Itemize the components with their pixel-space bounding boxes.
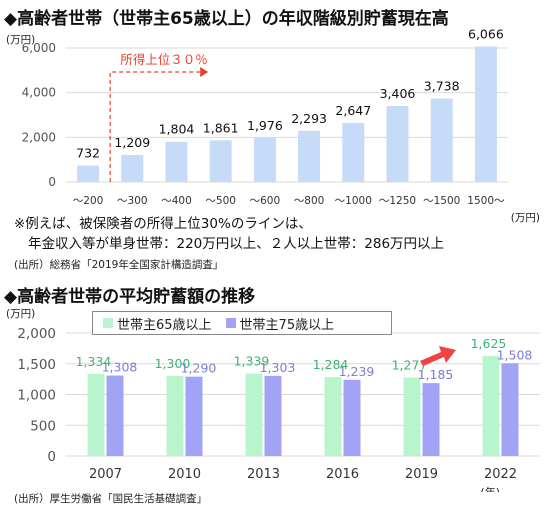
chart1-value-label: 1,209 bbox=[114, 135, 150, 150]
chart1-xtick-label: ～1500 bbox=[423, 195, 460, 207]
chart1-ytick-label: 4,000 bbox=[22, 86, 56, 100]
chart1-value-label: 3,406 bbox=[380, 86, 416, 101]
legend-label-75: 世帯主75歳以上 bbox=[239, 317, 335, 333]
chart1-xtick-label: ～200 bbox=[73, 195, 104, 207]
chart2-bar-series1 bbox=[482, 356, 500, 456]
chart2-xtick-label: 2010 bbox=[168, 467, 201, 482]
chart2-bar-series2 bbox=[106, 375, 124, 456]
note-line-2: 年金収入等が単身世帯：220万円以上、２人以上世帯：286万円以上 bbox=[28, 236, 445, 252]
chart1-xunit: (万円) bbox=[511, 212, 540, 224]
chart1-xtick-label: 1500～ bbox=[467, 195, 505, 207]
legend-item-75: 世帯主75歳以上 bbox=[225, 314, 335, 333]
chart2-value-label-series2: 1,303 bbox=[260, 360, 296, 375]
chart2-value-label-series1: 1,339 bbox=[234, 354, 270, 369]
chart1-bar bbox=[253, 137, 276, 182]
chart1-bar bbox=[77, 165, 100, 182]
chart1-value-label: 6,066 bbox=[468, 27, 504, 42]
source-1: (出所）総務省「2019年全国家計構造調査」 bbox=[14, 259, 224, 271]
chart1-annotation: 所得上位３０％ bbox=[120, 52, 208, 67]
chart1-bar bbox=[474, 46, 497, 182]
chart2-bar-series1 bbox=[245, 373, 263, 456]
chart2-value-label-series1: 1,300 bbox=[155, 356, 191, 371]
chart2-bar-series2 bbox=[422, 383, 440, 456]
chart1-xtick-label: ～500 bbox=[205, 195, 236, 207]
chart2-value-label-series2: 1,308 bbox=[102, 360, 138, 375]
chart1-value-label: 2,293 bbox=[291, 111, 327, 126]
chart2-value-label-series1: 1,625 bbox=[471, 336, 507, 351]
chart1-value-label: 1,804 bbox=[159, 122, 195, 137]
chart1-ytick-label: 2,000 bbox=[22, 130, 56, 144]
chart1-xtick-label: ～1250 bbox=[379, 195, 416, 207]
chart2-bar-series2 bbox=[501, 363, 519, 456]
chart1-value-label: 1,976 bbox=[247, 118, 283, 133]
chart2-value-label-series2: 1,290 bbox=[181, 361, 217, 376]
chart2-xtick-label: 2022 bbox=[484, 467, 517, 482]
chart2-value-label-series1: 1,284 bbox=[313, 357, 349, 372]
chart1-xtick-label: ～400 bbox=[161, 195, 192, 207]
chart1-ytick-label: 6,000 bbox=[22, 41, 56, 55]
chart2-ytick-label: 2,000 bbox=[17, 326, 56, 342]
chart2-bar-series1 bbox=[166, 376, 184, 456]
chart2-xunit: (年) bbox=[480, 485, 500, 492]
chart2-bar-series2 bbox=[185, 376, 203, 456]
chart1-bar bbox=[298, 130, 321, 182]
chart2-bar-series2 bbox=[264, 375, 282, 456]
chart2-xtick-label: 2019 bbox=[405, 467, 438, 482]
chart1-value-label: 732 bbox=[76, 146, 100, 161]
chart1-xtick-label: ～1000 bbox=[335, 195, 372, 207]
chart1-bar bbox=[165, 141, 188, 182]
legend-swatch-65 bbox=[103, 318, 113, 328]
chart2-xtick-label: 2013 bbox=[247, 467, 280, 482]
chart1-bar bbox=[209, 140, 232, 182]
legend-label-65: 世帯主65歳以上 bbox=[117, 317, 212, 333]
chart1-bar bbox=[342, 122, 365, 182]
chart2-legend: 世帯主65歳以上 世帯主75歳以上 bbox=[92, 311, 392, 335]
chart2-ytick-label: 1,000 bbox=[17, 388, 56, 404]
chart2-ytick-label: 0 bbox=[47, 449, 56, 465]
chart1-xtick-label: ～800 bbox=[294, 195, 325, 207]
chart2-title: ◆高齢者世帯の平均貯蓄額の推移 bbox=[4, 287, 256, 307]
chart2-xtick-label: 2007 bbox=[89, 467, 122, 482]
chart2-ytick-label: 500 bbox=[30, 418, 56, 434]
chart2-value-label-series2: 1,239 bbox=[339, 364, 375, 379]
chart2-value-label-series2: 1,185 bbox=[418, 367, 454, 382]
chart2-xtick-label: 2016 bbox=[326, 467, 359, 482]
chart2-bar-series1 bbox=[87, 373, 105, 456]
chart1-title: ◆高齢者世帯（世帯主65歳以上）の年収階級別貯蓄現在高 bbox=[4, 9, 449, 29]
chart1-value-label: 3,738 bbox=[424, 79, 460, 94]
note-line-1: ※例えば、被保険者の所得上位30%のラインは、 bbox=[14, 216, 312, 232]
chart1-yunit: (万円) bbox=[6, 34, 35, 46]
chart1-bar bbox=[430, 98, 453, 182]
chart1-ytick-label: 0 bbox=[48, 175, 56, 189]
chart1-bar bbox=[386, 105, 409, 182]
chart2-value-label-series1: 1,277 bbox=[392, 357, 428, 372]
chart2-increase-arrow bbox=[420, 346, 456, 366]
chart1-bar bbox=[121, 154, 144, 182]
chart2-bar-series1 bbox=[324, 377, 342, 456]
chart2-value-label-series1: 1,334 bbox=[76, 354, 112, 369]
chart2-ytick-label: 1,500 bbox=[17, 357, 56, 373]
chart2-bar-series2 bbox=[343, 379, 361, 456]
chart1-xtick-label: ～300 bbox=[117, 195, 148, 207]
chart1-value-label: 1,861 bbox=[203, 120, 239, 135]
chart1-svg: (万円) 0 2,000 4,000 6,000 732 ～200 1,209 ～300 1,80… bbox=[6, 27, 540, 224]
chart1-annotation-arrowhead bbox=[200, 67, 209, 77]
chart1-xtick-label: ～600 bbox=[250, 195, 281, 207]
source-2: (出所）厚生労働省「国民生活基礎調査」 bbox=[14, 493, 208, 505]
chart1-annotation-bracket bbox=[109, 71, 201, 182]
legend-swatch-75 bbox=[225, 318, 236, 328]
chart2-yunit: (万円) bbox=[6, 308, 35, 320]
chart2-bar-series1 bbox=[403, 377, 421, 456]
legend-item-65: 世帯主65歳以上 bbox=[103, 314, 212, 333]
chart1-value-label: 2,647 bbox=[335, 103, 371, 118]
chart2-value-label-series2: 1,508 bbox=[497, 347, 533, 362]
